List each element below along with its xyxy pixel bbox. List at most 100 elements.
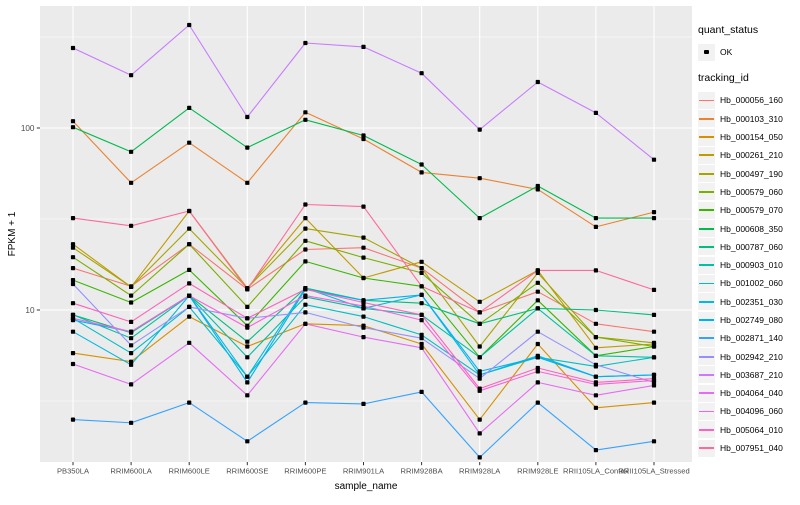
data-point [651,287,657,292]
data-point [477,386,482,391]
data-point [245,439,250,444]
y-tick-label: 100 [21,124,35,133]
data-point [70,125,76,130]
data-point [245,316,250,321]
data-point [477,216,482,221]
data-point [129,300,134,305]
legend-line-icon [699,172,714,175]
data-point [419,389,424,394]
data-point [593,448,598,453]
data-point [593,321,598,326]
y-axis-title: FPKM + 1 [7,211,18,256]
legend-item-label: Hb_005064_010 [720,424,783,435]
data-point [245,393,250,398]
plot-panel [40,6,692,462]
data-point [245,374,250,379]
legend-line-icon [699,355,714,358]
legend-line-icon [699,264,714,267]
data-point [593,307,598,313]
legend-key-swatch [698,402,715,420]
data-point [70,266,76,271]
data-point [535,355,540,360]
data-point [419,162,424,167]
legend-key-swatch [698,293,715,311]
data-point [535,187,540,192]
ok-point-icon [704,50,709,55]
data-point [187,340,192,345]
data-point [419,332,424,337]
legend-key-ok [698,43,715,61]
data-point [361,136,366,142]
data-point [187,304,192,309]
legend-key-swatch [698,421,715,439]
data-point [303,110,308,115]
legend-line-icon [699,154,714,157]
legend-item-label: Hb_000608_350 [720,223,783,234]
legend-item-tracking: Hb_000579_060 [698,183,798,201]
data-point [535,79,540,85]
grid-major-lines [40,6,692,462]
data-point [187,242,192,247]
data-point [651,355,657,360]
legend-item-tracking: Hb_002942_210 [698,347,798,366]
data-point [651,210,657,215]
legend-line-icon [699,447,714,450]
data-point [129,343,134,348]
data-point [129,319,134,324]
data-point [593,224,598,229]
legend-key-swatch [698,311,715,329]
legend-item-tracking: Hb_000579_070 [698,201,798,219]
legend-item-label: Hb_002351_030 [720,296,783,307]
data-point [477,372,482,377]
data-point [245,344,250,349]
y-tick-label: 10 [25,306,35,315]
data-point [70,45,76,51]
data-point [129,223,134,228]
data-point [187,208,192,214]
data-point [361,133,366,138]
legend-item-tracking: Hb_002871_140 [698,329,798,347]
data-point [361,300,366,305]
legend-key-swatch [698,348,715,366]
x-tick-label: RRIM600SE [226,467,268,476]
legend-line-icon [699,136,714,139]
legend-key-swatch [698,384,715,402]
legend-item-tracking: Hb_005064_010 [698,421,798,439]
x-tick-labels: PB350LA RRIM600LA RRIM600LE RRIM600SE RRIM60… [57,467,690,476]
data-point [535,183,540,189]
data-point [477,417,482,422]
legend-item-label: Hb_002749_080 [720,315,783,325]
data-point [70,312,76,317]
data-point [535,306,540,311]
data-point [187,400,192,405]
data-point [651,344,657,349]
data-point [419,266,424,271]
data-point [70,351,76,356]
x-tick-label: RRIM600LA [110,467,152,476]
data-point [70,242,76,247]
data-point [651,439,657,444]
legend: quant_status OK tracking_id Hb_000056_16… [698,24,798,468]
data-point [245,339,250,344]
data-point [303,259,308,264]
data-point [361,314,366,319]
data-point [245,380,250,385]
data-point [187,314,192,319]
data-point [187,267,192,272]
data-point [245,325,250,330]
x-tick-label: RRIM600LE [169,467,210,476]
data-point [303,226,308,231]
data-point [477,176,482,181]
data-point [187,22,192,28]
data-point [593,380,598,385]
legend-item-tracking: Hb_000903_010 [698,256,798,274]
legend-key-swatch [698,439,715,457]
data-point [187,226,192,231]
data-point [477,376,482,381]
data-point [477,369,482,374]
data-point [419,292,424,297]
legend-item-label: Hb_002871_140 [720,333,783,344]
legend-item-tracking: Hb_001002_060 [698,274,798,292]
data-point [535,280,540,285]
data-point [419,259,424,264]
